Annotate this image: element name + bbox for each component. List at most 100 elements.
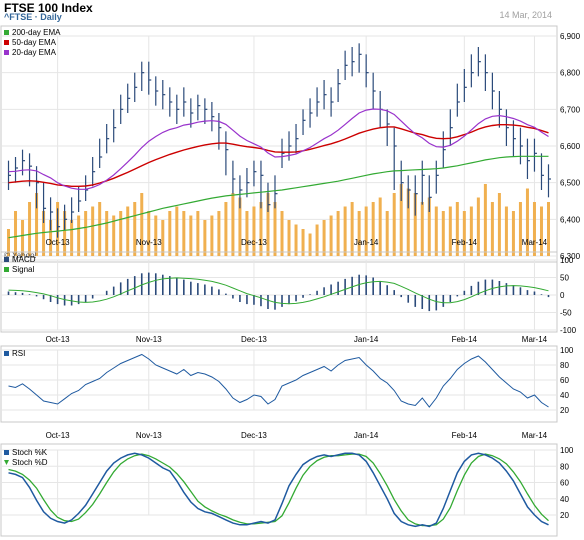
y-tick-label: 6,600	[560, 142, 581, 151]
volume-bar	[406, 188, 410, 256]
volume-bars	[7, 184, 550, 256]
volume-bar	[329, 215, 333, 256]
macd-panel-frame	[0, 251, 558, 333]
stochastic-panel-frame	[0, 443, 558, 537]
legend-signal-label: Signal	[12, 265, 34, 274]
volume-bar	[441, 211, 445, 256]
volume-bar	[14, 211, 18, 256]
x-tick-label: Jan-14	[354, 238, 379, 247]
volume-bar	[518, 202, 522, 256]
price-y-ticks: 6,900 6,800 6,700 6,600 6,500 6,400 6,300	[560, 32, 581, 261]
x-tick-label: Feb-14	[452, 238, 478, 247]
y-tick-label: 6,300	[560, 252, 581, 261]
volume-bar	[98, 202, 102, 256]
volume-bar	[350, 202, 354, 256]
volume-bar	[357, 211, 361, 256]
x-tick-label: Nov-13	[136, 238, 162, 247]
macd-x-ticks: Oct-13 Nov-13 Dec-13 Jan-14 Feb-14 Mar-14	[46, 335, 548, 344]
volume-bar	[245, 211, 249, 256]
volume-bar	[175, 206, 179, 256]
volume-bar	[189, 215, 193, 256]
volume-bar	[203, 220, 207, 256]
volume-bar	[434, 206, 438, 256]
price-panel-frame	[0, 25, 558, 263]
legend-signal-swatch	[4, 267, 9, 272]
volume-bar	[196, 211, 200, 256]
legend-ema20-swatch	[4, 50, 9, 55]
volume-bar	[91, 206, 95, 256]
volume-bar	[343, 206, 347, 256]
legend-stoch-k-label: Stoch %K	[12, 448, 48, 457]
price-panel: 6,900 6,800 6,700 6,600 6,500 6,400 6,300 200-…	[0, 25, 581, 263]
x-tick-label: Nov-13	[136, 431, 162, 440]
x-tick-label: Feb-14	[452, 335, 478, 344]
x-tick-label: Mar-14	[522, 431, 548, 440]
chart-subtitle: ^FTSE · Daily	[4, 12, 62, 22]
y-tick-label: 0	[560, 291, 565, 300]
volume-bar	[455, 202, 459, 256]
volume-bar	[308, 233, 312, 256]
volume-bar	[294, 224, 298, 256]
volume-bar	[399, 184, 403, 256]
legend-rsi-label: RSI	[12, 349, 25, 358]
y-tick-label: 6,800	[560, 69, 581, 78]
rsi-line	[8, 353, 549, 408]
volume-bar	[238, 197, 242, 256]
y-tick-label: 100	[560, 346, 574, 355]
x-tick-label: Dec-13	[241, 238, 267, 247]
volume-bar	[525, 188, 529, 256]
x-tick-label: Mar-14	[522, 335, 548, 344]
volume-bar	[49, 220, 53, 256]
volume-bar	[483, 184, 487, 256]
yahoo-watermark: © Yahoo!	[4, 251, 37, 260]
volume-bar	[462, 211, 466, 256]
stochastic-y-ticks: 100 80 60 40 20	[560, 446, 574, 520]
macd-panel: 100 50 0 -50 -100 MACD Signal Oct-13 Nov-13 De…	[0, 251, 577, 344]
volume-bar	[21, 220, 25, 256]
rsi-panel: 100 80 60 40 20 RSI Oct-13 Nov-13 Dec-13 Jan-14…	[0, 345, 574, 440]
volume-bar	[77, 215, 81, 256]
volume-bar	[182, 211, 186, 256]
volume-bar	[140, 193, 144, 256]
volume-bar	[371, 202, 375, 256]
volume-bar	[427, 197, 431, 256]
ema50-line	[8, 124, 549, 187]
y-tick-label: 50	[560, 274, 569, 283]
y-tick-label: 40	[560, 495, 569, 504]
ema20-line	[8, 108, 549, 190]
volume-bar	[70, 220, 74, 256]
volume-bar	[154, 215, 158, 256]
volume-bar	[322, 220, 326, 256]
legend-stoch-k-swatch	[4, 450, 9, 455]
x-tick-label: Mar-14	[522, 238, 548, 247]
volume-bar	[476, 197, 480, 256]
volume-bar	[378, 197, 382, 256]
legend-rsi-swatch	[4, 351, 9, 356]
volume-bar	[231, 193, 235, 256]
price-legend: 200-day EMA 50-day EMA 20-day EMA	[4, 28, 61, 57]
x-tick-label: Dec-13	[241, 335, 267, 344]
volume-bar	[35, 193, 39, 256]
volume-bar	[504, 206, 508, 256]
volume-bar	[280, 211, 284, 256]
volume-bar	[63, 211, 67, 256]
stoch-k-line	[8, 452, 549, 528]
volume-bar	[413, 193, 417, 256]
legend-macd-swatch	[4, 257, 9, 262]
volume-bar	[420, 202, 424, 256]
volume-bar	[161, 220, 165, 256]
volume-bar	[385, 211, 389, 256]
y-tick-label: 20	[560, 511, 569, 520]
legend-ema50-label: 50-day EMA	[12, 38, 57, 47]
chart-title: FTSE 100 Index	[4, 1, 93, 15]
legend-macd-label: MACD	[12, 255, 36, 264]
volume-bar	[273, 202, 277, 256]
y-tick-label: 100	[560, 446, 574, 455]
volume-bar	[119, 211, 123, 256]
volume-bar	[105, 211, 109, 256]
rsi-x-ticks: Oct-13 Nov-13 Dec-13 Jan-14 Feb-14 Mar-14	[46, 431, 548, 440]
price-candles	[7, 43, 551, 238]
chart-date: 14 Mar, 2014	[499, 10, 552, 20]
y-tick-label: 80	[560, 462, 569, 471]
volume-bar	[259, 202, 263, 256]
